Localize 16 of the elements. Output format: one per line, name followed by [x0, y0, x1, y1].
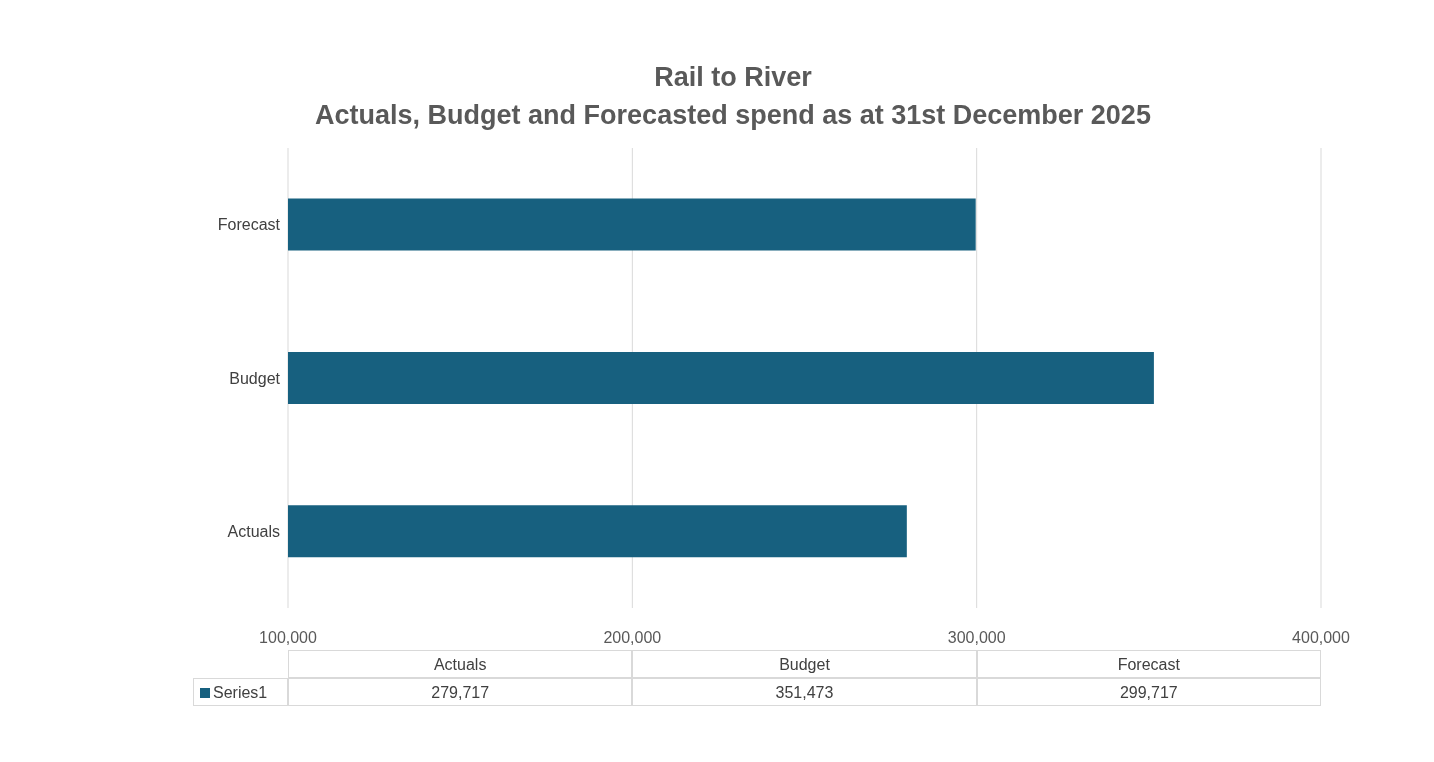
x-tick-label: 100,000 [259, 629, 318, 647]
chart-title: Rail to River [653, 61, 813, 94]
category-label: Forecast [1117, 656, 1180, 673]
y-tick-label: Budget [229, 369, 281, 387]
y-tick-label: Actuals [227, 523, 280, 541]
category-label: Budget [779, 656, 830, 673]
y-tick-label: Forecast [217, 216, 281, 234]
chart-subtitle: Actuals, Budget and Forecasted spend as at 31st December 2025 [314, 99, 1152, 132]
text: 299,717 [1119, 684, 1178, 701]
legend-label: Series1 [193, 678, 288, 706]
text: 351,473 [775, 684, 834, 701]
x-tick-label: 300,000 [947, 629, 1006, 647]
x-tick-label: 200,000 [603, 629, 662, 647]
x-tick-label: 400,000 [1292, 629, 1351, 647]
text: 279,717 [431, 684, 490, 701]
category-label: Actuals [433, 656, 487, 673]
